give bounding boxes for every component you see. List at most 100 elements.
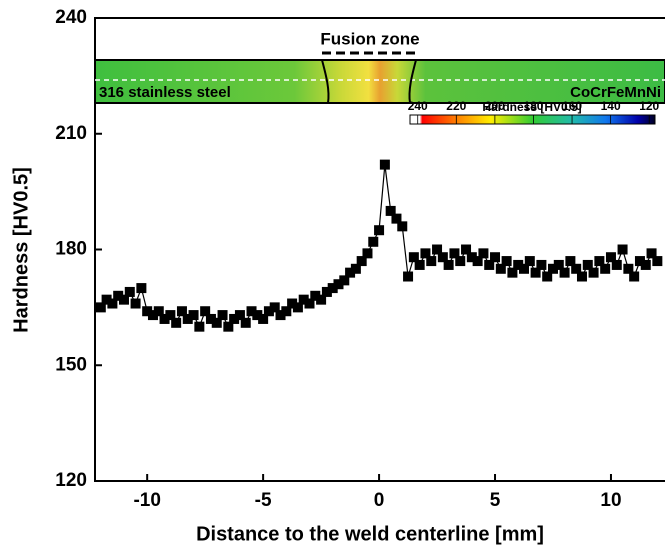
data-point [292,302,303,313]
data-point [281,306,292,317]
data-point [542,271,553,282]
data-point [374,225,385,236]
data-point [147,310,158,321]
data-point [316,294,327,305]
y-tick-label: 120 [55,470,87,491]
data-point [501,256,512,267]
data-point [495,263,506,274]
data-point [182,313,193,324]
data-point [362,248,373,259]
data-point [623,263,634,274]
x-tick-label: -5 [255,490,272,511]
data-point [124,286,135,297]
data-point [600,263,611,274]
data-point [275,310,286,321]
data-point [634,256,645,267]
data-point [321,286,332,297]
x-axis-label: Distance to the weld centerline [mm] [196,523,544,545]
data-point [408,252,419,263]
data-point [617,244,628,255]
y-tick-label: 240 [55,7,87,28]
data-point [130,298,141,309]
data-point [246,306,257,317]
data-point [252,310,263,321]
data-point [188,310,199,321]
y-axis-label: Hardness [HV0.5] [10,167,32,333]
x-tick-label: -10 [133,490,160,511]
data-point [466,252,477,263]
data-point [258,313,269,324]
data-point [385,205,396,216]
data-point [304,298,315,309]
y-tick-label: 210 [55,123,87,144]
data-point [414,259,425,270]
data-point [217,310,228,321]
data-point [490,252,501,263]
data-point [611,259,622,270]
data-point [519,263,530,274]
colorbar-tick-label: 220 [446,99,466,113]
data-point [553,259,564,270]
y-tick-label: 180 [55,239,87,260]
data-point [530,267,541,278]
data-point [234,310,245,321]
data-point [571,263,582,274]
data-point [333,279,344,290]
data-point [513,259,524,270]
fusion-boundary [408,59,417,104]
data-point [142,306,153,317]
colorbar-tick-label: 180 [523,99,543,113]
hardness-map [94,59,665,104]
data-point [269,302,280,313]
data-point [652,256,663,267]
data-point [443,259,454,270]
data-point [287,298,298,309]
data-point [629,271,640,282]
left-material: 316 stainless steel [99,84,231,101]
colorbar-tick-label: 140 [601,99,621,113]
data-point [350,263,361,274]
data-point [95,302,106,313]
data-point [205,313,216,324]
data-point [403,271,414,282]
data-point [547,263,558,274]
data-point [194,321,205,332]
data-point [211,317,222,328]
data-point [165,310,176,321]
data-point [391,213,402,224]
data-point [153,306,164,317]
data-point [484,259,495,270]
data-point [605,252,616,263]
data-point [420,248,431,259]
data-point [356,256,367,267]
data-point [524,256,535,267]
colorbar-title: Hardness [HV0.5] [482,100,581,114]
data-point [565,256,576,267]
x-tick-label: 5 [490,490,501,511]
data-point [472,256,483,267]
data-point [345,267,356,278]
data-point [118,294,129,305]
data-point [263,306,274,317]
data-point [310,290,321,301]
data-point [379,159,390,170]
colorbar-tick-label: 160 [562,99,582,113]
data-point [229,313,240,324]
data-point [576,271,587,282]
data-point [200,306,211,317]
data-point [582,259,593,270]
data-point [223,321,234,332]
colorbar [409,114,656,125]
x-tick-label: 0 [374,490,385,511]
fusion-zone-label: Fusion zone [320,29,419,48]
data-point [368,236,379,247]
data-point [171,317,182,328]
data-point [588,267,599,278]
data-point [640,259,651,270]
data-point [507,267,518,278]
data-point [240,317,251,328]
right-material: CoCrFeMnNi [570,84,661,101]
data-point [426,256,437,267]
fusion-boundary [321,59,330,104]
